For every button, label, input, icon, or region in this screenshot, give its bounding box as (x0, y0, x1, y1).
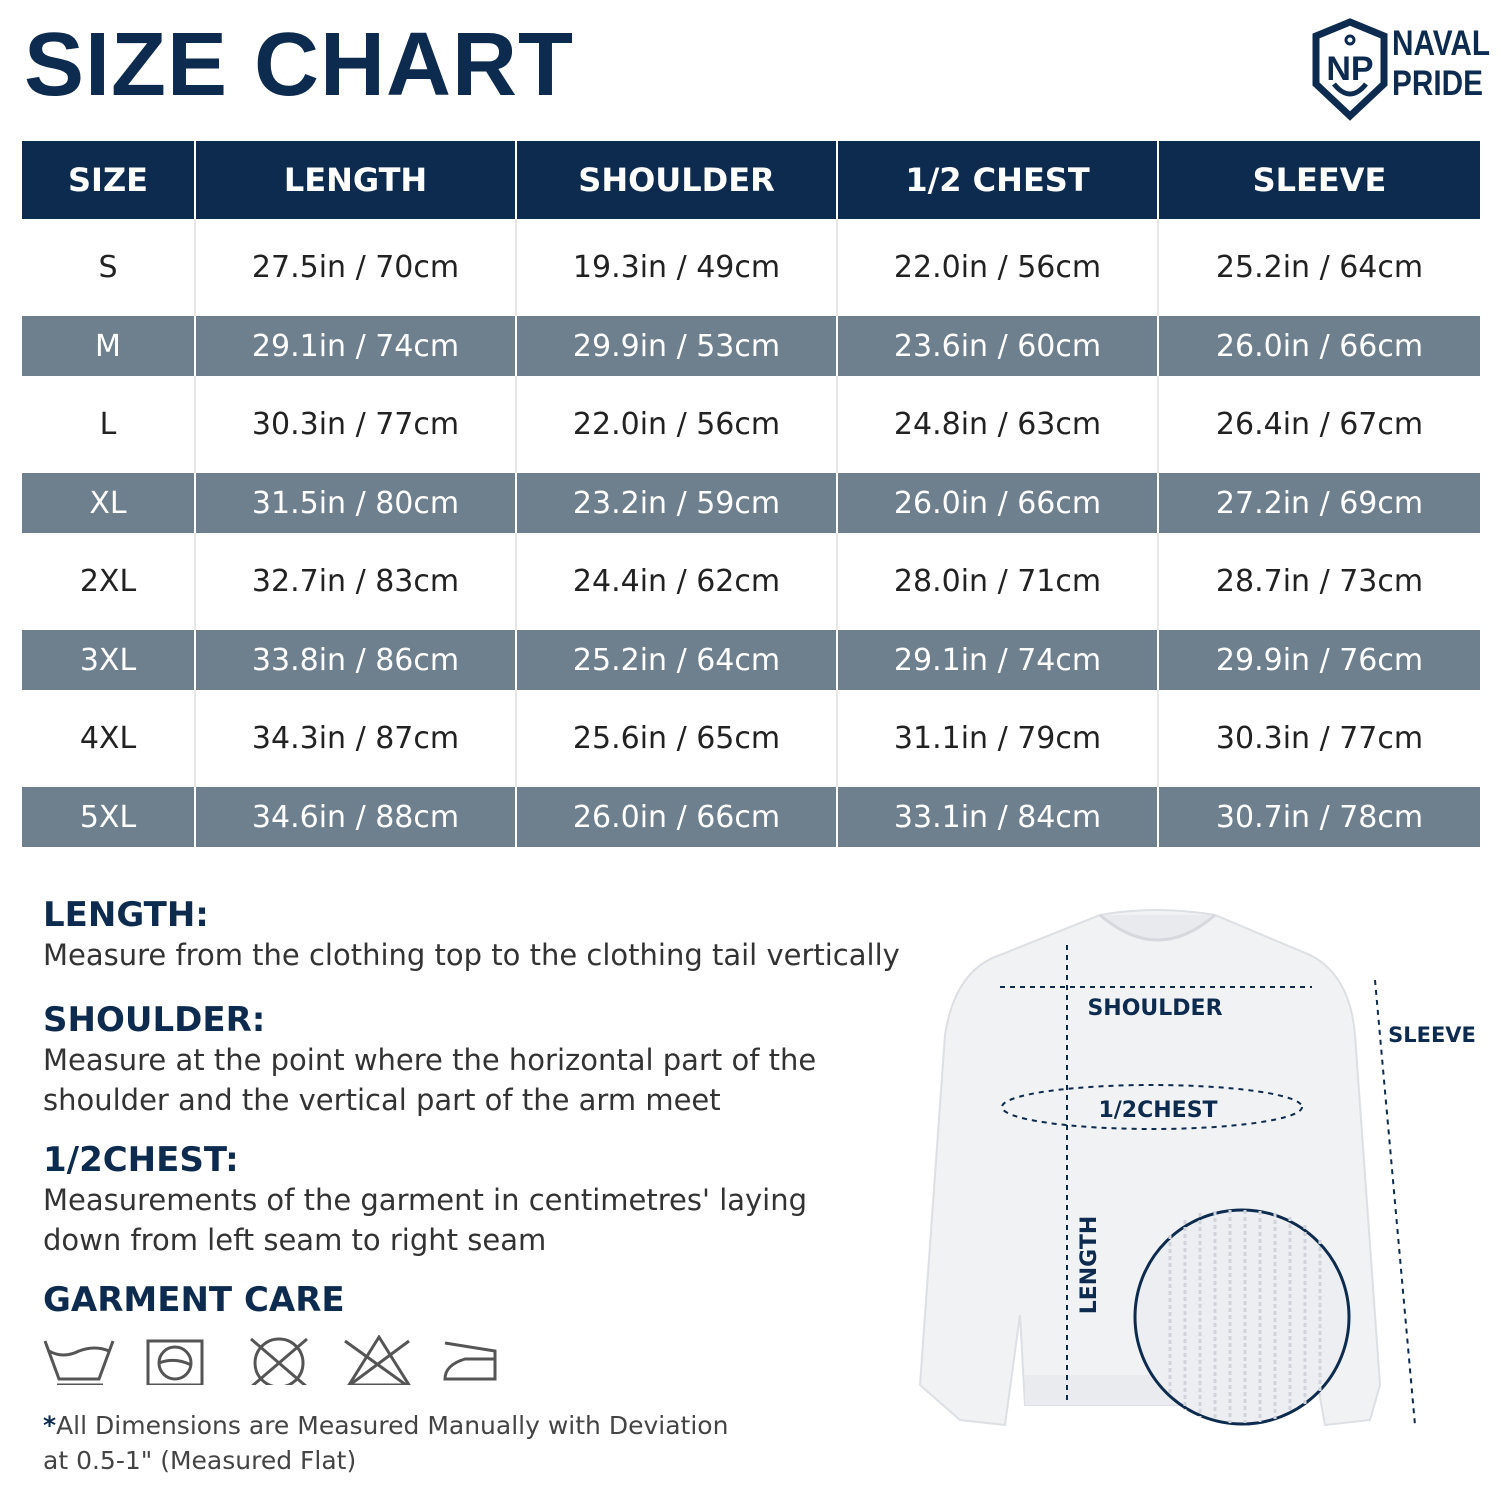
sweater-diagram: SHOULDER 1/2CHEST SLEEVE LENGTH (918, 909, 1476, 1427)
measurement-cell: 23.2in / 59cm (515, 473, 837, 533)
table-row: 2XL 32.7in / 83cm 24.4in / 62cm 28.0in / 71… (22, 533, 1480, 630)
table-row: 4XL 34.3in / 87cm 25.6in / 65cm 31.1in / 79… (22, 690, 1480, 787)
brand-name: NAVAL PRIDE (1392, 24, 1490, 104)
column-header: SHOULDER (515, 141, 837, 219)
guide-heading: LENGTH: (43, 895, 209, 935)
sleeve-label: SLEEVE (1388, 1023, 1476, 1047)
measurement-cell: 26.0in / 66cm (1157, 316, 1480, 376)
measurement-cell: 29.9in / 76cm (1157, 630, 1480, 690)
measurement-cell: 26.0in / 66cm (515, 787, 837, 847)
sleeve-measure-line (1374, 979, 1416, 1426)
brand-name-line2: PRIDE (1392, 64, 1483, 103)
guide-heading: SHOULDER: (43, 1000, 266, 1040)
care-icons (43, 1335, 513, 1385)
column-header: SIZE (22, 141, 195, 219)
column-header: 1/2 CHEST (836, 141, 1158, 219)
measurement-cell: 28.0in / 71cm (836, 533, 1158, 630)
chest-guide: 1/2CHEST: Measurements of the garment in… (43, 1140, 863, 1260)
size-cell: 4XL (22, 690, 195, 787)
measurement-cell: 25.6in / 65cm (515, 690, 837, 787)
column-header: SLEEVE (1157, 141, 1480, 219)
measurement-cell: 33.1in / 84cm (836, 787, 1158, 847)
measurement-cell: 29.1in / 74cm (194, 316, 516, 376)
size-cell: 2XL (22, 533, 195, 630)
measurement-cell: 27.5in / 70cm (194, 219, 516, 316)
measurement-cell: 19.3in / 49cm (515, 219, 837, 316)
shield-anchor-icon: NP (1312, 18, 1388, 121)
measurement-cell: 27.2in / 69cm (1157, 473, 1480, 533)
brand-logo: NP NAVAL PRIDE (1312, 18, 1490, 122)
note-line1: All Dimensions are Measured Manually wit… (56, 1411, 729, 1440)
garment-care-heading: GARMENT CARE (43, 1280, 345, 1320)
measurement-cell: 25.2in / 64cm (1157, 219, 1480, 316)
size-cell: M (22, 316, 195, 376)
table-row: 5XL 34.6in / 88cm 26.0in / 66cm 33.1in / 84… (22, 787, 1480, 847)
chest-measure-line (1001, 1084, 1303, 1130)
column-header: LENGTH (194, 141, 516, 219)
measurement-cell: 24.8in / 63cm (836, 376, 1158, 473)
measurement-cell: 29.1in / 74cm (836, 630, 1158, 690)
measurement-cell: 25.2in / 64cm (515, 630, 837, 690)
table-row: XL 31.5in / 80cm 23.2in / 59cm 26.0in / 66c… (22, 473, 1480, 533)
size-cell: 5XL (22, 787, 195, 847)
table-row: 3XL 33.8in / 86cm 25.2in / 64cm 29.1in / 74… (22, 630, 1480, 690)
length-label: LENGTH (1077, 1216, 1102, 1315)
size-cell: XL (22, 473, 195, 533)
measurement-cell: 22.0in / 56cm (515, 376, 837, 473)
measurement-cell: 28.7in / 73cm (1157, 533, 1480, 630)
guide-heading: 1/2CHEST: (43, 1140, 239, 1180)
guide-text: Measure at the point where the horizonta… (43, 1043, 817, 1117)
measurement-cell: 29.9in / 53cm (515, 316, 837, 376)
machine-wash-icon (43, 1340, 115, 1385)
measurement-cell: 26.4in / 67cm (1157, 376, 1480, 473)
measurement-cell: 22.0in / 56cm (836, 219, 1158, 316)
page-title: SIZE CHART (24, 15, 574, 115)
measurement-cell: 24.4in / 62cm (515, 533, 837, 630)
length-guide: LENGTH: Measure from the clothing top to… (43, 895, 963, 975)
measurement-cell: 33.8in / 86cm (194, 630, 516, 690)
measurement-cell: 32.7in / 83cm (194, 533, 516, 630)
table-header-row: SIZE LENGTH SHOULDER 1/2 CHEST SLEEVE (22, 141, 1480, 219)
size-cell: L (22, 376, 195, 473)
do-not-dry-clean-icon (250, 1337, 308, 1385)
iron-icon (443, 1341, 497, 1381)
svg-text:NP: NP (1326, 50, 1373, 88)
table-row: S 27.5in / 70cm 19.3in / 49cm 22.0in / 56cm… (22, 219, 1480, 316)
table-row: L 30.3in / 77cm 22.0in / 56cm 24.8in / 63cm… (22, 376, 1480, 473)
chest-label: 1/2CHEST (1098, 1098, 1217, 1123)
asterisk: * (43, 1411, 57, 1440)
measurement-cell: 30.3in / 77cm (1157, 690, 1480, 787)
garment-care-heading-wrap: GARMENT CARE (43, 1280, 963, 1320)
fabric-closeup (1133, 1208, 1351, 1426)
brand-name-line1: NAVAL (1392, 24, 1491, 63)
table-row: M 29.1in / 74cm 29.9in / 53cm 23.6in / 60cm… (22, 316, 1480, 376)
guide-text: Measurements of the garment in centimetr… (43, 1183, 808, 1257)
measurement-cell: 34.6in / 88cm (194, 787, 516, 847)
measurement-cell: 34.3in / 87cm (194, 690, 516, 787)
measurement-note: *All Dimensions are Measured Manually wi… (43, 1408, 728, 1478)
measurement-cell: 30.7in / 78cm (1157, 787, 1480, 847)
shoulder-guide: SHOULDER: Measure at the point where the… (43, 1000, 883, 1120)
measurement-cell: 26.0in / 66cm (836, 473, 1158, 533)
measurement-cell: 31.1in / 79cm (836, 690, 1158, 787)
guide-text: Measure from the clothing top to the clo… (43, 938, 900, 972)
size-cell: S (22, 219, 195, 316)
do-not-bleach-icon (344, 1335, 411, 1385)
tumble-dry-icon (146, 1339, 204, 1385)
shoulder-label: SHOULDER (1087, 996, 1222, 1021)
measurement-cell: 23.6in / 60cm (836, 316, 1158, 376)
measurement-cell: 31.5in / 80cm (194, 473, 516, 533)
note-line2: at 0.5-1" (Measured Flat) (43, 1446, 357, 1475)
size-cell: 3XL (22, 630, 195, 690)
measurement-cell: 30.3in / 77cm (194, 376, 516, 473)
size-table: SIZE LENGTH SHOULDER 1/2 CHEST SLEEVE S 27.5i… (22, 141, 1480, 847)
